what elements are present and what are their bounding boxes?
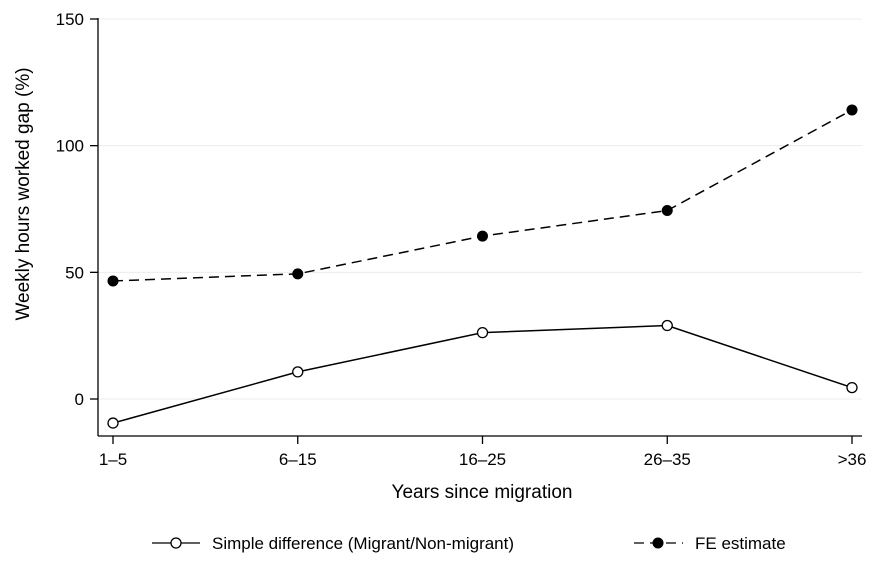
data-point-1-0 <box>107 275 119 287</box>
data-point-0-4 <box>846 381 858 394</box>
legend-swatch-marker <box>652 537 664 549</box>
x-tick-label: 1–5 <box>99 450 127 469</box>
x-tick-label: 6–15 <box>279 450 317 469</box>
y-tick-label: 100 <box>56 137 84 156</box>
data-point-1-2 <box>477 230 488 242</box>
axis-ticks: 0 50 100 150 1–5 6–15 16–25 26–35 >36 <box>56 10 867 469</box>
y-tick-label: 150 <box>56 10 84 29</box>
legend-label-fe-estimate: FE estimate <box>695 534 786 553</box>
legend: Simple difference (Migrant/Non-migrant) … <box>152 534 786 553</box>
data-point-0-1 <box>292 366 304 378</box>
legend-item-fe-estimate: FE estimate <box>634 534 786 553</box>
series-line-0 <box>112 324 853 424</box>
x-tick-label: 26–35 <box>644 450 691 469</box>
x-axis-title: Years since migration <box>392 482 573 503</box>
data-point-1-4 <box>846 104 858 116</box>
data-point-0-3 <box>661 319 673 332</box>
data-point-1-1 <box>292 268 304 280</box>
gridlines <box>98 18 862 400</box>
data-series <box>107 104 858 429</box>
series-line-1 <box>112 109 853 282</box>
data-point-1-3 <box>661 205 673 217</box>
y-tick-label: 50 <box>65 263 84 282</box>
data-point-0-0 <box>107 417 119 429</box>
legend-swatch-marker <box>170 537 182 549</box>
axes <box>97 18 862 437</box>
y-axis-title: Weekly hours worked gap (%) <box>13 67 34 320</box>
x-tick-label: 16–25 <box>459 450 506 469</box>
x-tick-label: >36 <box>838 450 867 469</box>
legend-label-simple-difference: Simple difference (Migrant/Non-migrant) <box>212 534 514 553</box>
y-tick-label: 0 <box>75 390 84 409</box>
data-point-0-2 <box>476 326 489 339</box>
legend-item-simple-difference: Simple difference (Migrant/Non-migrant) <box>152 534 514 553</box>
